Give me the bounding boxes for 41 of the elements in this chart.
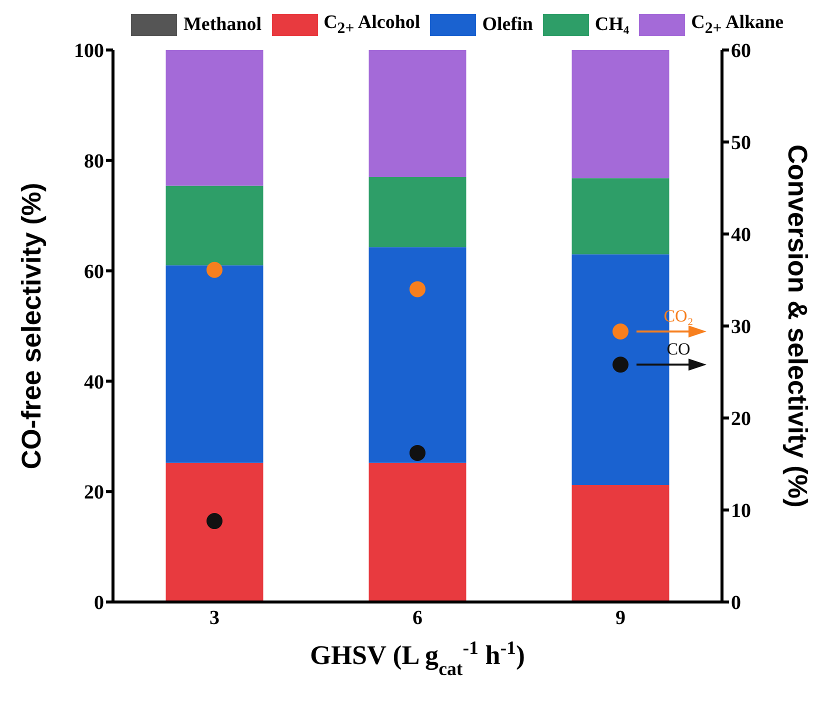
point bbox=[612, 356, 628, 373]
y-tick-label: 100 bbox=[74, 40, 104, 62]
bar bbox=[368, 176, 466, 248]
y-tick-label: 20 bbox=[84, 482, 104, 504]
y2-tick-label: 20 bbox=[731, 408, 751, 430]
y2-tick-label: 30 bbox=[731, 316, 751, 338]
bar bbox=[572, 50, 670, 178]
y-tick-label: 40 bbox=[84, 371, 104, 394]
bar bbox=[368, 50, 466, 177]
y2-tick-label: 0 bbox=[731, 592, 741, 614]
legend-label: C$_{2+}$ Alkane bbox=[691, 12, 784, 38]
bar bbox=[166, 50, 264, 186]
y2-tick-label: 50 bbox=[731, 132, 751, 154]
point bbox=[410, 281, 426, 298]
legend-label: Olefin bbox=[482, 14, 533, 36]
point bbox=[206, 513, 222, 530]
legend-label: C$_{2+}$ Alcohol bbox=[324, 12, 420, 38]
y2-tick-label: 40 bbox=[731, 224, 751, 246]
legend-label: Methanol bbox=[183, 14, 262, 36]
y2-tick-label: 10 bbox=[731, 500, 751, 522]
point bbox=[206, 262, 222, 278]
bar bbox=[368, 247, 466, 463]
y2-tick-label: 60 bbox=[731, 40, 751, 62]
bar bbox=[368, 462, 466, 602]
bar bbox=[166, 186, 264, 266]
y-tick-label: 60 bbox=[84, 260, 104, 283]
bar bbox=[166, 265, 264, 463]
point bbox=[612, 324, 628, 340]
y2-axis-title: Conversion & selectivity (%) bbox=[782, 144, 812, 508]
x-axis-title: GHSV (L g$_{cat}$$^{-1}$ h$^{-1}$) bbox=[310, 638, 525, 680]
x-tick-label: 3 bbox=[210, 607, 220, 630]
bar bbox=[572, 178, 670, 254]
legend-label: CH₄ bbox=[594, 14, 630, 36]
y-axis-title: CO-free selectivity (%) bbox=[16, 182, 47, 470]
bar bbox=[166, 462, 264, 602]
x-tick-label: 6 bbox=[412, 607, 422, 630]
y-tick-label: 0 bbox=[94, 592, 104, 614]
x-tick-label: 9 bbox=[616, 607, 626, 630]
y-tick-label: 80 bbox=[84, 150, 104, 172]
point bbox=[410, 444, 426, 461]
bar bbox=[572, 484, 670, 602]
